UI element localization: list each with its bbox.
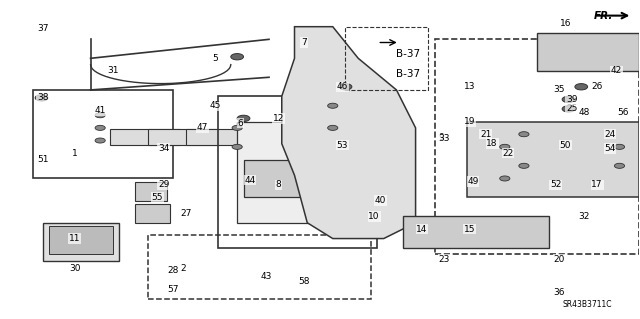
- Text: 31: 31: [107, 66, 118, 76]
- Text: 19: 19: [464, 117, 476, 126]
- Text: 41: 41: [95, 106, 106, 115]
- Circle shape: [95, 125, 105, 130]
- Polygon shape: [186, 130, 256, 145]
- Circle shape: [328, 103, 338, 108]
- Text: 40: 40: [375, 196, 386, 205]
- Text: 35: 35: [553, 85, 564, 94]
- Text: 29: 29: [158, 180, 170, 189]
- Circle shape: [500, 176, 510, 181]
- Text: 24: 24: [604, 130, 616, 139]
- Circle shape: [237, 115, 250, 122]
- Polygon shape: [537, 33, 639, 71]
- Circle shape: [231, 54, 244, 60]
- Text: 54: 54: [604, 144, 616, 153]
- Polygon shape: [109, 130, 180, 145]
- Text: FR.: FR.: [594, 11, 613, 21]
- Text: 10: 10: [369, 212, 380, 221]
- Polygon shape: [237, 122, 358, 223]
- Text: 46: 46: [337, 82, 348, 91]
- Text: B-37: B-37: [396, 69, 420, 79]
- Text: 15: 15: [464, 225, 476, 234]
- Polygon shape: [148, 130, 218, 145]
- Text: 49: 49: [467, 177, 479, 186]
- Text: 6: 6: [237, 119, 243, 128]
- Text: 42: 42: [611, 66, 622, 76]
- Text: 52: 52: [550, 180, 561, 189]
- Text: 43: 43: [260, 272, 271, 281]
- Text: 22: 22: [502, 149, 514, 158]
- Text: 8: 8: [276, 180, 282, 189]
- Text: 18: 18: [486, 139, 498, 148]
- Polygon shape: [49, 226, 113, 254]
- Text: 30: 30: [69, 264, 81, 273]
- Text: 44: 44: [244, 175, 255, 185]
- Text: 53: 53: [337, 141, 348, 150]
- Polygon shape: [135, 182, 167, 201]
- Circle shape: [95, 113, 105, 118]
- Text: 33: 33: [438, 134, 450, 144]
- Circle shape: [500, 144, 510, 149]
- Text: 5: 5: [212, 54, 218, 63]
- Circle shape: [328, 125, 338, 130]
- Circle shape: [519, 163, 529, 168]
- Polygon shape: [282, 27, 415, 239]
- Text: 16: 16: [559, 19, 571, 28]
- Text: 47: 47: [196, 123, 208, 132]
- Circle shape: [562, 106, 575, 112]
- Text: 58: 58: [298, 277, 310, 286]
- Text: 48: 48: [579, 108, 590, 116]
- Circle shape: [339, 84, 352, 90]
- Text: SR43B3711C: SR43B3711C: [563, 300, 612, 309]
- Text: 21: 21: [480, 130, 492, 139]
- Text: 37: 37: [37, 24, 49, 33]
- Circle shape: [232, 125, 243, 130]
- Text: 57: 57: [168, 285, 179, 294]
- Text: 23: 23: [438, 255, 450, 263]
- Text: 45: 45: [209, 101, 221, 110]
- Text: 13: 13: [464, 82, 476, 91]
- Circle shape: [614, 144, 625, 149]
- Circle shape: [519, 132, 529, 137]
- Text: 56: 56: [617, 108, 628, 116]
- Text: 12: 12: [273, 114, 284, 123]
- Circle shape: [232, 144, 243, 149]
- Polygon shape: [135, 204, 170, 223]
- Text: B-37: B-37: [396, 48, 420, 59]
- Text: 51: 51: [37, 155, 49, 164]
- Text: 25: 25: [566, 104, 577, 113]
- Text: 26: 26: [591, 82, 603, 91]
- Text: 36: 36: [553, 288, 564, 297]
- Text: 14: 14: [416, 225, 428, 234]
- Text: 28: 28: [168, 266, 179, 275]
- Polygon shape: [244, 160, 320, 197]
- Polygon shape: [467, 122, 639, 197]
- Circle shape: [562, 96, 575, 103]
- Circle shape: [575, 84, 588, 90]
- Text: 11: 11: [69, 234, 81, 243]
- Text: 9: 9: [438, 133, 444, 142]
- Text: 39: 39: [566, 95, 577, 104]
- Text: 50: 50: [559, 141, 571, 150]
- Polygon shape: [403, 216, 549, 248]
- Circle shape: [614, 163, 625, 168]
- Circle shape: [35, 95, 48, 101]
- Text: 34: 34: [158, 144, 170, 153]
- Text: 7: 7: [301, 38, 307, 47]
- Text: 1: 1: [72, 149, 77, 158]
- Text: 27: 27: [180, 209, 192, 218]
- Polygon shape: [43, 223, 119, 261]
- Text: 32: 32: [579, 212, 590, 221]
- Text: 55: 55: [152, 193, 163, 202]
- Text: 17: 17: [591, 180, 603, 189]
- Text: 38: 38: [37, 93, 49, 102]
- Circle shape: [95, 138, 105, 143]
- Text: 20: 20: [553, 255, 564, 263]
- Text: 2: 2: [180, 264, 186, 273]
